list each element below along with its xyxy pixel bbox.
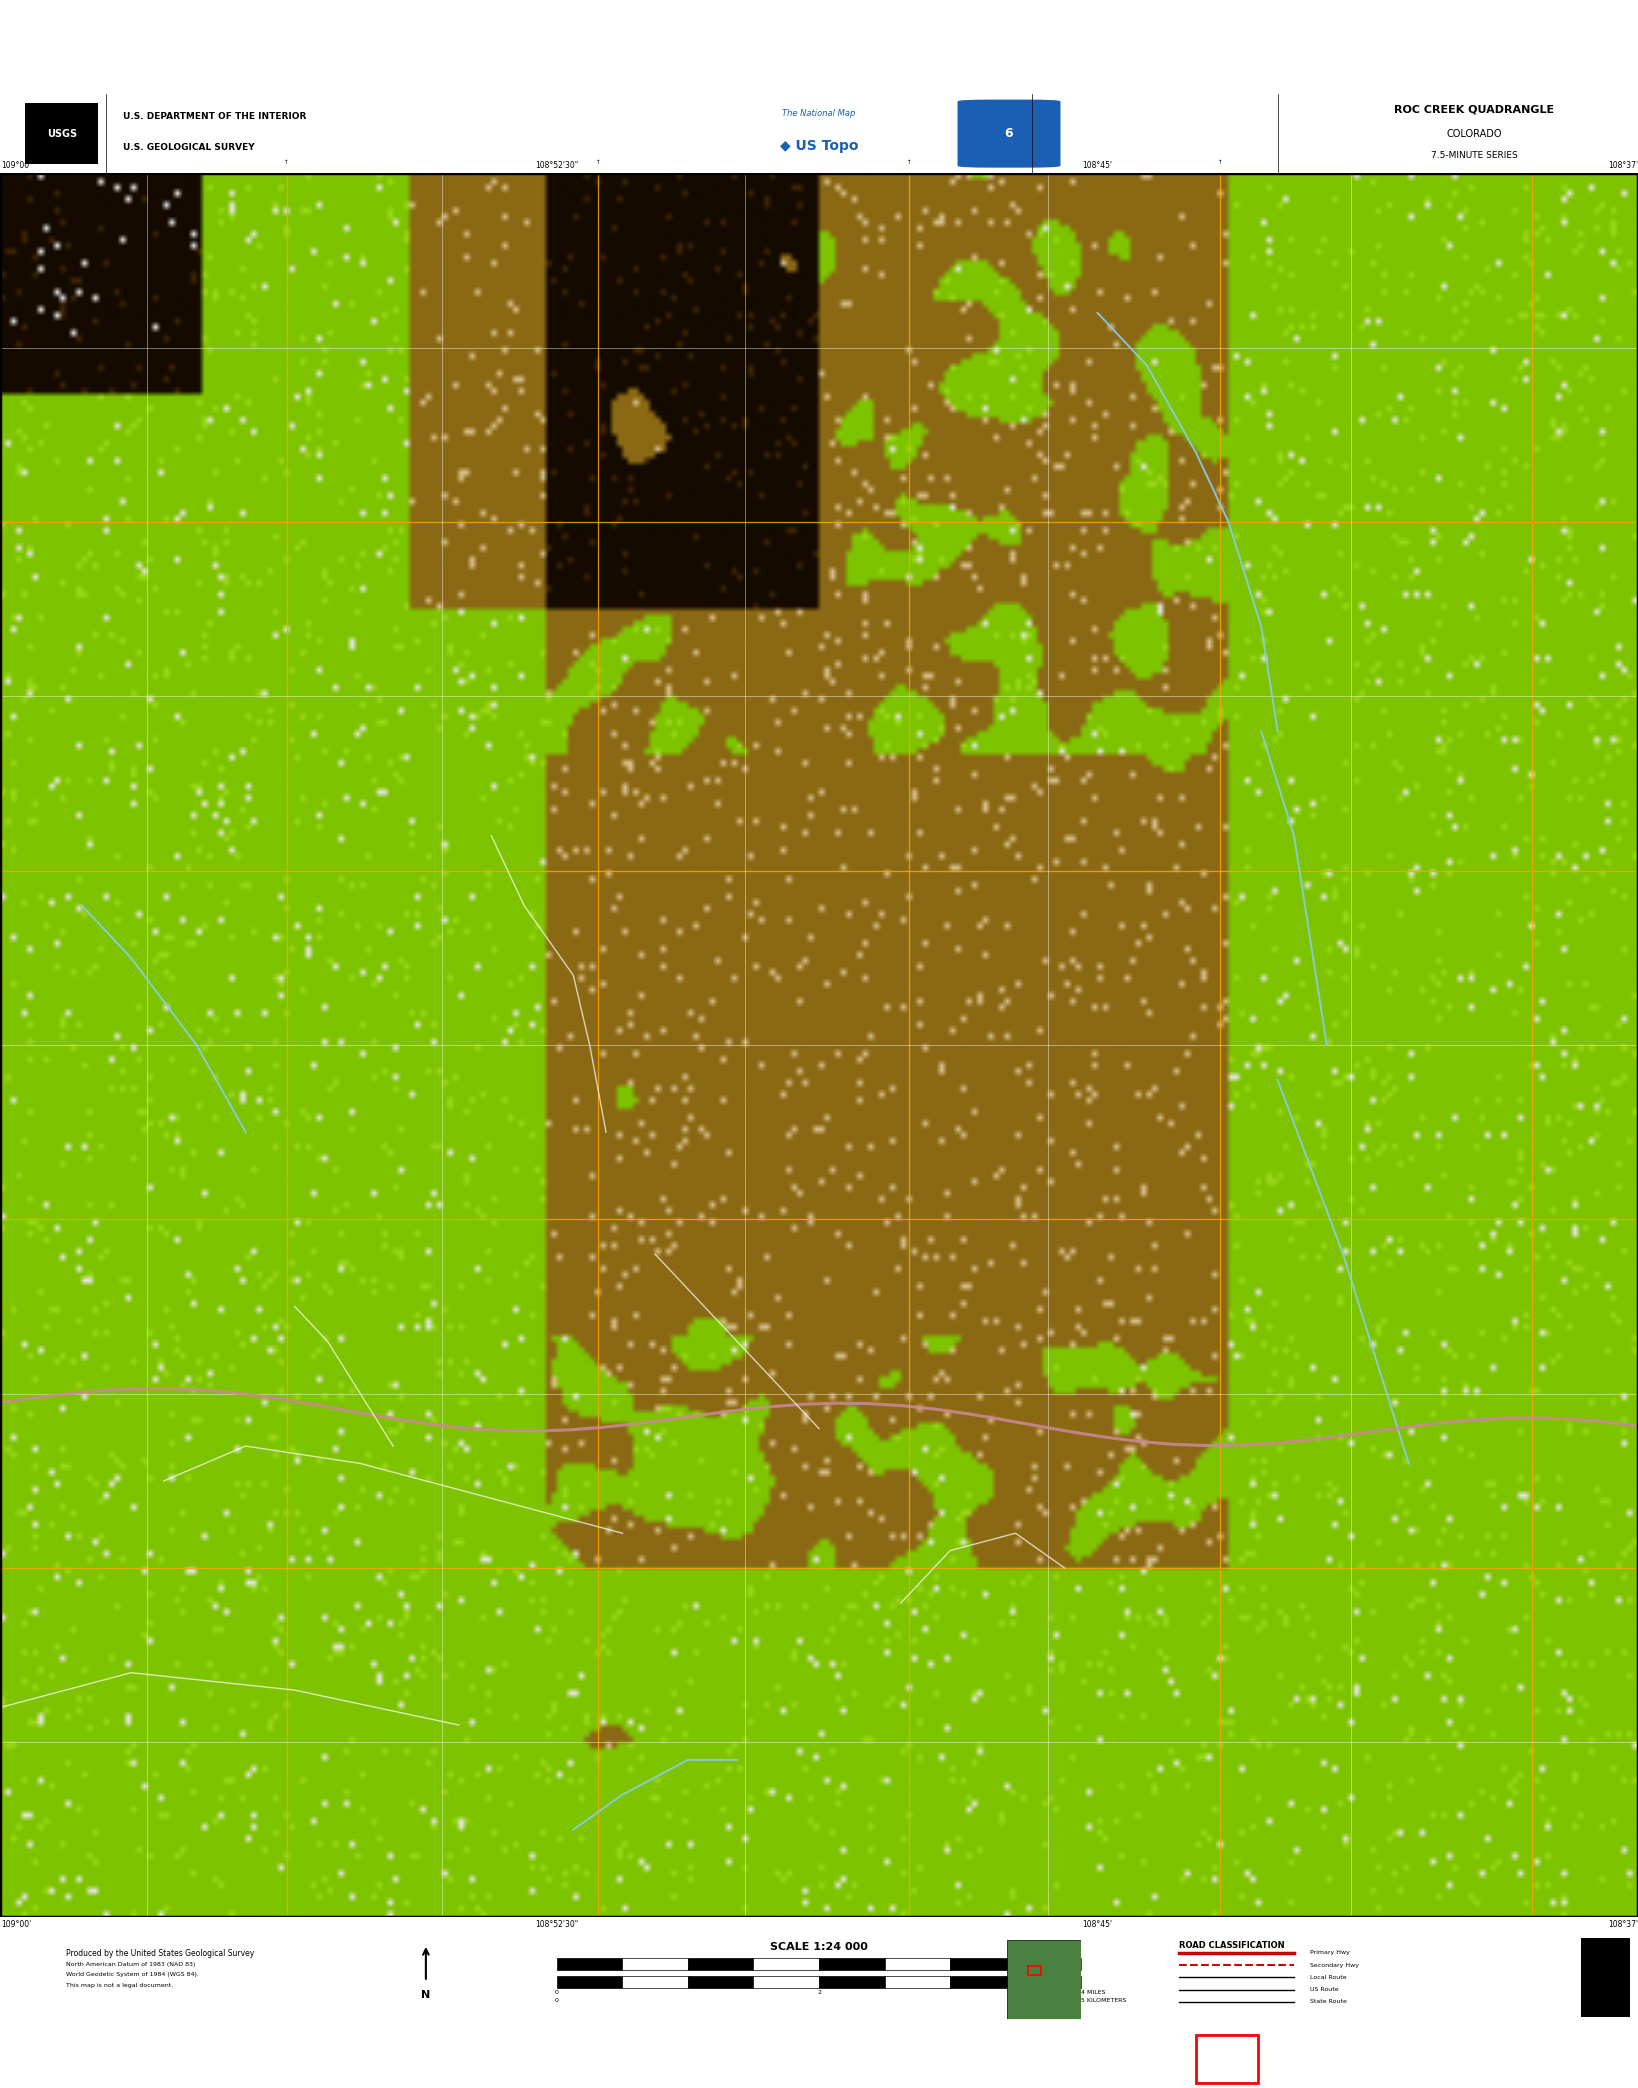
FancyBboxPatch shape — [958, 100, 1060, 167]
Text: 108°52'30": 108°52'30" — [536, 161, 578, 169]
Text: ↑: ↑ — [596, 159, 600, 165]
Bar — [557, 1975, 622, 1988]
Bar — [753, 1975, 819, 1988]
Text: ↑: ↑ — [907, 159, 911, 165]
Bar — [819, 1975, 885, 1988]
Text: North American Datum of 1983 (NAD 83): North American Datum of 1983 (NAD 83) — [66, 1961, 195, 1967]
Text: USGS: USGS — [48, 129, 77, 138]
Text: 4 MILES: 4 MILES — [1081, 1990, 1106, 1996]
Text: Produced by the United States Geological Survey: Produced by the United States Geological… — [66, 1950, 254, 1959]
Bar — [688, 1975, 753, 1988]
Bar — [1196, 2034, 1258, 2082]
Bar — [753, 1959, 819, 1971]
Text: World Geodetic System of 1984 (WGS 84).: World Geodetic System of 1984 (WGS 84). — [66, 1971, 198, 1977]
Text: ROAD CLASSIFICATION: ROAD CLASSIFICATION — [1179, 1940, 1284, 1950]
Text: 108°45': 108°45' — [1083, 161, 1112, 169]
Bar — [1029, 1967, 1042, 1975]
Text: The National Map: The National Map — [783, 109, 855, 119]
Text: 109°00': 109°00' — [2, 161, 31, 169]
Text: U.S. DEPARTMENT OF THE INTERIOR: U.S. DEPARTMENT OF THE INTERIOR — [123, 111, 306, 121]
Bar — [25, 104, 98, 163]
Text: Primary Hwy: Primary Hwy — [1310, 1950, 1350, 1954]
Text: U.S. GEOLOGICAL SURVEY: U.S. GEOLOGICAL SURVEY — [123, 144, 254, 152]
Bar — [1016, 1975, 1081, 1988]
Bar — [688, 1959, 753, 1971]
Text: 108°45': 108°45' — [1083, 1921, 1112, 1929]
Text: 2: 2 — [817, 1990, 821, 1996]
Text: ↑: ↑ — [285, 159, 288, 165]
Bar — [622, 1959, 688, 1971]
Text: 0: 0 — [555, 1998, 559, 2002]
Bar — [819, 1959, 885, 1971]
Text: This map is not a legal document.: This map is not a legal document. — [66, 1984, 172, 1988]
Text: ↑: ↑ — [1219, 159, 1222, 165]
Text: State Route: State Route — [1310, 2000, 1348, 2004]
Text: 108°37'30": 108°37'30" — [1609, 161, 1638, 169]
Text: US Route: US Route — [1310, 1988, 1338, 1992]
Bar — [622, 1975, 688, 1988]
Bar — [950, 1975, 1016, 1988]
Text: 7.5-MINUTE SERIES: 7.5-MINUTE SERIES — [1432, 150, 1517, 161]
Bar — [557, 1959, 622, 1971]
Text: COLORADO: COLORADO — [1446, 129, 1502, 138]
Bar — [885, 1959, 950, 1971]
Bar — [950, 1959, 1016, 1971]
Text: SCALE 1:24 000: SCALE 1:24 000 — [770, 1942, 868, 1952]
Text: Local Route: Local Route — [1310, 1975, 1346, 1979]
Bar — [1581, 1938, 1630, 2017]
Text: 108°52'30": 108°52'30" — [536, 1921, 578, 1929]
Text: 5 KILOMETERS: 5 KILOMETERS — [1081, 1998, 1127, 2002]
Text: 108°37'30": 108°37'30" — [1609, 1921, 1638, 1929]
Text: 109°00': 109°00' — [2, 1921, 31, 1929]
Text: ROC CREEK QUADRANGLE: ROC CREEK QUADRANGLE — [1394, 104, 1554, 115]
Text: 6: 6 — [1004, 127, 1014, 140]
Bar — [885, 1975, 950, 1988]
Bar — [1016, 1959, 1081, 1971]
Text: N: N — [421, 1990, 431, 2000]
Text: 0: 0 — [555, 1990, 559, 1996]
Text: ◆ US Topo: ◆ US Topo — [780, 138, 858, 152]
Text: Secondary Hwy: Secondary Hwy — [1310, 1963, 1360, 1967]
